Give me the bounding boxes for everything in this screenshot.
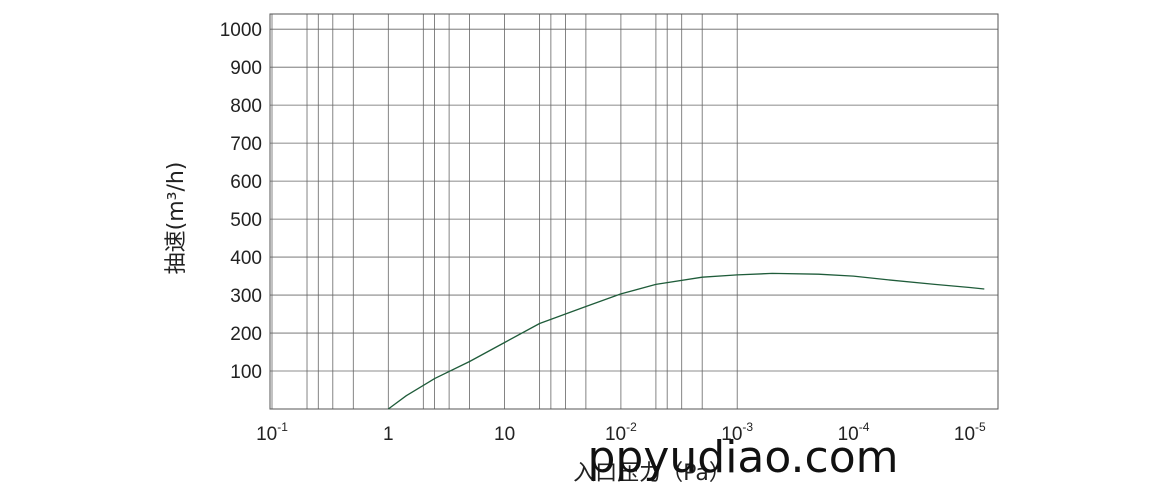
series-line (387, 272, 985, 410)
x-tick-exponent: -3 (742, 420, 753, 434)
y-tick-label: 900 (230, 58, 262, 79)
y-tick-label: 700 (230, 134, 262, 155)
x-tick-label: 10 (494, 424, 515, 445)
x-tick-exponent: -1 (277, 420, 288, 434)
x-tick-exponent: -5 (975, 420, 986, 434)
x-tick-base: 1 (383, 424, 394, 445)
x-tick-exponent: -4 (859, 420, 870, 434)
watermark: ppyudiao.com (587, 432, 898, 483)
x-tick-base: 10 (838, 424, 859, 445)
x-tick-exponent: -2 (626, 420, 637, 434)
x-tick-base: 10 (954, 424, 975, 445)
grid (270, 14, 998, 409)
y-tick-label: 300 (230, 286, 262, 307)
x-tick-label: 10-1 (256, 420, 288, 445)
y-tick-label: 800 (230, 96, 262, 117)
x-tick-base: 10 (494, 424, 515, 445)
x-tick-base: 10 (605, 424, 626, 445)
x-tick-base: 10 (256, 424, 277, 445)
y-tick-label: 200 (230, 324, 262, 345)
plot-frame (269, 13, 999, 410)
x-axis-ticks: 10-1 1 10 10-2 10-3 10-4 10-5 (256, 420, 986, 445)
y-tick-label: 400 (230, 248, 262, 269)
x-tick-label: 10-2 (605, 420, 637, 445)
x-tick-label: 10-5 (954, 420, 986, 445)
y-tick-label: 100 (230, 362, 262, 383)
y-tick-label: 1000 (220, 20, 262, 41)
y-tick-label: 600 (230, 172, 262, 193)
x-tick-base: 10 (721, 424, 742, 445)
x-tick-label: 10-4 (838, 420, 870, 445)
y-axis-label: 抽速(m³/h) (164, 162, 189, 275)
y-tick-label: 500 (230, 210, 262, 231)
y-axis-ticks: 100 200 300 400 500 600 700 800 900 1000 (220, 20, 262, 383)
x-tick-label: 10-3 (721, 420, 753, 445)
x-tick-label: 1 (383, 424, 394, 445)
x-axis-label: 入口压力（Pa） (573, 461, 731, 486)
series-layer (387, 272, 985, 410)
